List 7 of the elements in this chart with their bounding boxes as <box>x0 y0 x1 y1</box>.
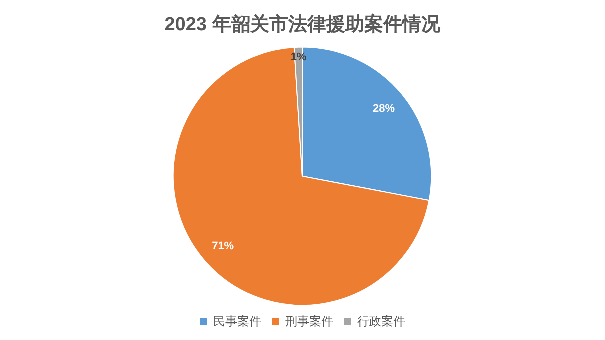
chart-title: 2023 年韶关市法律援助案件情况 <box>164 14 442 36</box>
legend-label: 刑事案件 <box>286 314 334 328</box>
data-label: 28% <box>373 102 396 115</box>
data-label: 1% <box>290 52 307 64</box>
legend-label: 行政案件 <box>358 314 406 328</box>
legend-label: 民事案件 <box>214 314 262 328</box>
data-label: 71% <box>212 240 234 252</box>
